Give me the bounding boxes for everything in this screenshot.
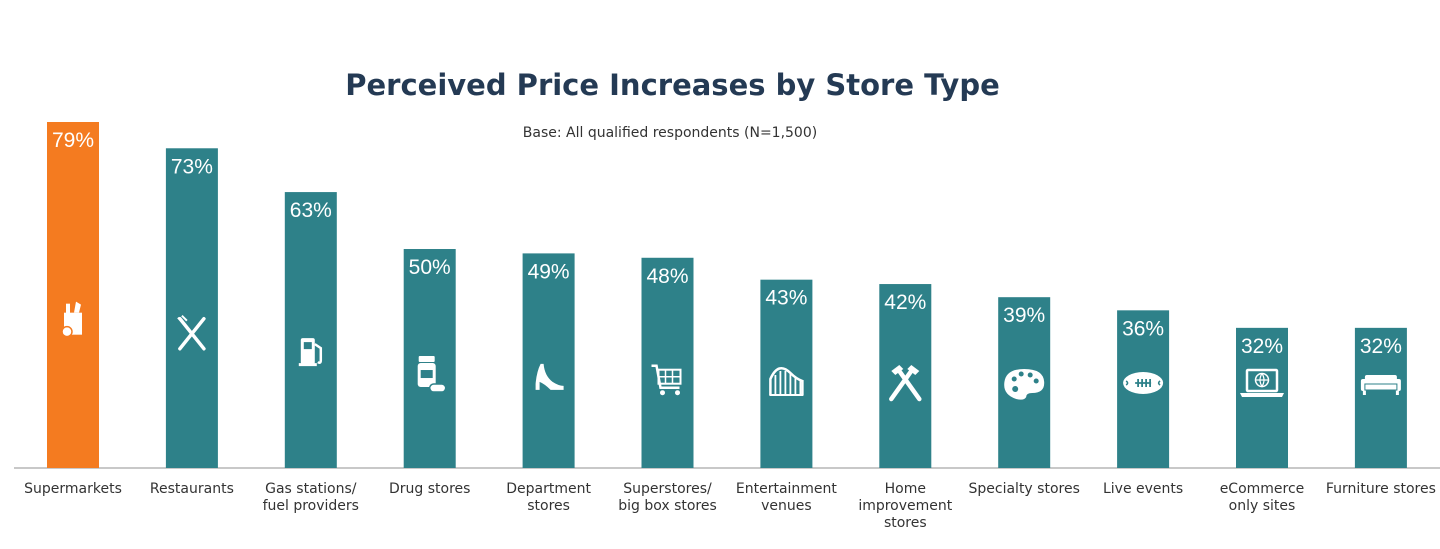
bar <box>47 122 99 468</box>
category-label: eCommerce only sites <box>1220 481 1305 514</box>
data-label: 43% <box>765 287 807 310</box>
bar <box>522 253 575 468</box>
sofa-icon <box>1360 375 1401 395</box>
bar <box>165 148 218 468</box>
hammer-icon <box>889 365 922 402</box>
category-label: Supermarkets <box>24 481 122 497</box>
data-label: 48% <box>646 265 688 288</box>
paint-palette-icon <box>1004 369 1045 400</box>
data-label: 63% <box>290 199 332 222</box>
data-label: 39% <box>1003 304 1045 327</box>
category-label: Entertainment venues <box>736 481 838 514</box>
bar <box>284 192 337 469</box>
chart-title: Perceived Price Increases by Store Type <box>345 68 1000 102</box>
grocery-bag-icon <box>61 301 82 338</box>
category-label: Home improvement stores <box>858 481 952 531</box>
shopping-cart-icon <box>651 364 682 396</box>
bar <box>641 257 694 468</box>
high-heel-icon <box>535 363 564 390</box>
data-label: 42% <box>884 291 926 314</box>
bar <box>1236 327 1288 468</box>
category-label: Specialty stores <box>969 481 1080 497</box>
bar <box>1354 327 1407 468</box>
laptop-globe-icon <box>1240 368 1284 397</box>
chart-subtitle: Base: All qualified respondents (N=1,500… <box>522 125 818 141</box>
category-label: Department stores <box>506 481 591 514</box>
category-label: Superstores/big box stores <box>618 481 717 514</box>
category-label: Restaurants <box>150 481 234 497</box>
data-label: 36% <box>1122 317 1164 340</box>
data-label: 73% <box>171 155 213 178</box>
pill-bottle-icon <box>417 356 447 393</box>
category-label: Drug stores <box>389 481 470 497</box>
data-label: 79% <box>52 129 94 152</box>
data-label: 49% <box>528 260 570 283</box>
football-icon <box>1123 372 1164 394</box>
fork-knife-icon <box>177 315 206 351</box>
bar <box>760 279 813 468</box>
roller-coaster-icon <box>769 366 804 396</box>
fuel-pump-icon <box>298 338 323 367</box>
category-label: Live events <box>1103 481 1183 497</box>
data-label: 50% <box>409 256 451 279</box>
category-label: Furniture stores <box>1326 481 1436 497</box>
data-label: 32% <box>1360 335 1402 358</box>
category-label: Gas stations/fuel providers <box>263 481 359 514</box>
data-label: 32% <box>1241 335 1283 358</box>
